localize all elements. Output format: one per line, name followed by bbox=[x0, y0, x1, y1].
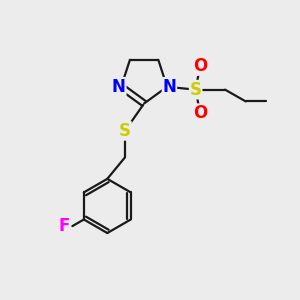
Text: S: S bbox=[119, 122, 131, 140]
Text: F: F bbox=[58, 217, 69, 235]
Text: O: O bbox=[193, 104, 207, 122]
Text: N: N bbox=[163, 78, 176, 96]
Text: N: N bbox=[112, 78, 126, 96]
Text: O: O bbox=[193, 57, 207, 75]
Text: S: S bbox=[190, 81, 202, 99]
